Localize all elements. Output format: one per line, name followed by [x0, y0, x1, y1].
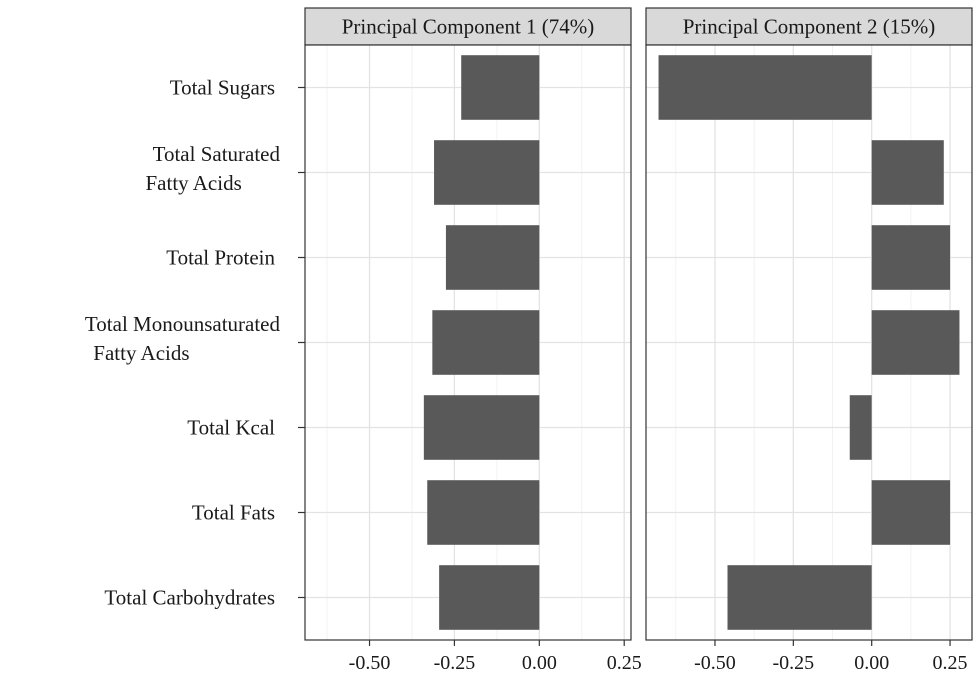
x-tick-label: -0.25	[772, 652, 814, 674]
bar	[658, 55, 872, 120]
bar	[427, 480, 540, 545]
y-tick-label: Total Protein	[166, 246, 275, 270]
x-tick-label: -0.50	[694, 652, 736, 674]
x-tick-label: 0.00	[522, 652, 557, 674]
bar	[434, 140, 540, 205]
bar	[727, 565, 872, 630]
bar	[461, 55, 540, 120]
y-tick-label-line: Fatty Acids	[146, 171, 242, 195]
bar	[871, 140, 944, 205]
x-tick-label: 0.25	[607, 652, 642, 674]
x-tick-label: 0.25	[933, 652, 968, 674]
y-tick-label: Total Carbohydrates	[104, 586, 275, 610]
bar	[423, 395, 540, 460]
y-tick-label-line: Total Monounsaturated	[85, 312, 281, 336]
y-tick-label: Total Sugars	[170, 76, 275, 100]
y-tick-label: Total Saturated Fatty Acids	[146, 142, 281, 195]
bar	[432, 310, 540, 375]
panel-border	[645, 44, 973, 641]
y-tick-label-line: Total Saturated	[153, 142, 281, 166]
panel-title: Principal Component 2 (15%)	[683, 15, 936, 39]
y-tick-label-line: Fatty Acids	[93, 341, 189, 365]
panel-pc2: Principal Component 2 (15%) -0.50 -0.25 0.0…	[645, 7, 973, 674]
bar	[871, 310, 960, 375]
x-tick-label: -0.50	[349, 652, 391, 674]
bar	[871, 480, 951, 545]
x-tick-label: 0.00	[854, 652, 889, 674]
bar	[439, 565, 540, 630]
bar	[445, 225, 540, 290]
x-tick-label: -0.25	[434, 652, 476, 674]
y-tick-label: Total Monounsaturated Fatty Acids	[85, 312, 281, 365]
panel-border	[304, 44, 632, 641]
bar	[871, 225, 951, 290]
bar	[849, 395, 872, 460]
y-tick-label: Total Fats	[192, 501, 275, 525]
panel-pc1: Principal Component 1 (74%) -0.50 -0.25 0.0…	[304, 7, 642, 674]
y-tick-label: Total Kcal	[187, 416, 275, 440]
panel-title: Principal Component 1 (74%)	[342, 15, 595, 39]
